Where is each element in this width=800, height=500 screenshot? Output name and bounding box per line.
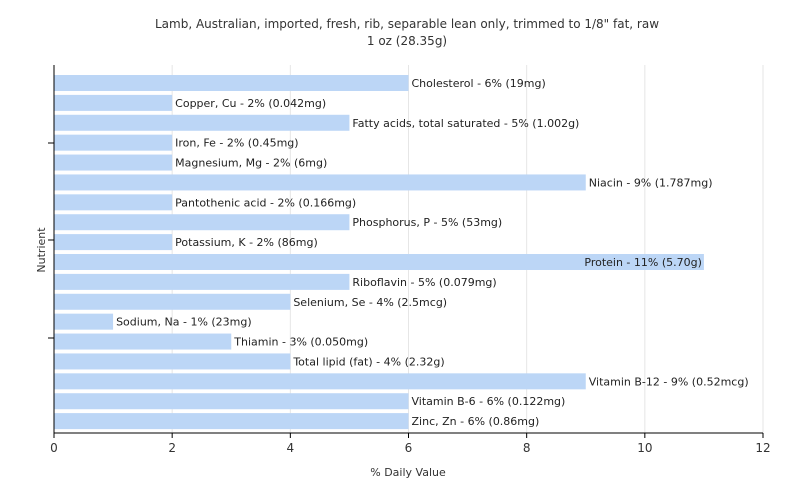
bar — [54, 114, 350, 131]
bar-label: Selenium, Se - 4% (2.5mcg) — [293, 296, 447, 309]
x-axis-title: % Daily Value — [370, 466, 446, 479]
x-tick-label: 8 — [523, 441, 531, 455]
bar — [54, 293, 291, 310]
chart-subtitle: 1 oz (28.35g) — [367, 34, 447, 48]
bar-label: Zinc, Zn - 6% (0.86mg) — [412, 415, 540, 428]
bar — [54, 254, 704, 270]
bar — [54, 373, 586, 390]
bar — [54, 194, 173, 211]
bar — [54, 234, 173, 251]
bar — [54, 313, 114, 330]
bar — [54, 393, 409, 410]
bar-label: Iron, Fe - 2% (0.45mg) — [175, 137, 298, 150]
bar-label: Phosphorus, P - 5% (53mg) — [352, 216, 502, 229]
bar-label: Vitamin B-12 - 9% (0.52mcg) — [589, 375, 749, 388]
x-tick-label: 4 — [287, 441, 295, 455]
bar-label: Riboflavin - 5% (0.079mg) — [352, 276, 496, 289]
bar — [54, 154, 173, 171]
bar-label: Niacin - 9% (1.787mg) — [589, 176, 713, 189]
bar-label: Copper, Cu - 2% (0.042mg) — [175, 97, 326, 110]
bar-label: Total lipid (fat) - 4% (2.32g) — [292, 355, 444, 368]
bar-label: Fatty acids, total saturated - 5% (1.002… — [352, 117, 579, 130]
x-tick-label: 6 — [405, 441, 413, 455]
bar — [54, 134, 173, 151]
bar-label: Thiamin - 3% (0.050mg) — [233, 336, 368, 349]
bar-label: Magnesium, Mg - 2% (6mg) — [175, 157, 327, 170]
x-tick-label: 2 — [168, 441, 176, 455]
bar-label: Pantothenic acid - 2% (0.166mg) — [175, 196, 356, 209]
bars: Cholesterol - 6% (19mg) Copper, Cu - 2% (… — [54, 75, 749, 430]
bar-label: Potassium, K - 2% (86mg) — [175, 236, 318, 249]
bar — [54, 333, 232, 350]
bar — [54, 75, 409, 91]
bar — [54, 94, 173, 111]
x-axis-ticks: 0 2 4 6 8 10 12 — [50, 433, 771, 455]
x-tick-label: 0 — [50, 441, 58, 455]
bar — [54, 273, 350, 290]
y-axis-title: Nutrient — [35, 227, 48, 273]
chart-title: Lamb, Australian, imported, fresh, rib, … — [155, 17, 659, 31]
bar-label: Cholesterol - 6% (19mg) — [412, 77, 546, 90]
bar-label: Vitamin B-6 - 6% (0.122mg) — [412, 395, 566, 408]
bar — [54, 214, 350, 231]
bar — [54, 353, 291, 370]
bar — [54, 413, 409, 430]
x-tick-label: 12 — [755, 441, 770, 455]
bar-label: Sodium, Na - 1% (23mg) — [116, 316, 252, 329]
x-tick-label: 10 — [637, 441, 652, 455]
bar-label: Protein - 11% (5.70g) — [584, 256, 702, 269]
bar — [54, 174, 586, 191]
